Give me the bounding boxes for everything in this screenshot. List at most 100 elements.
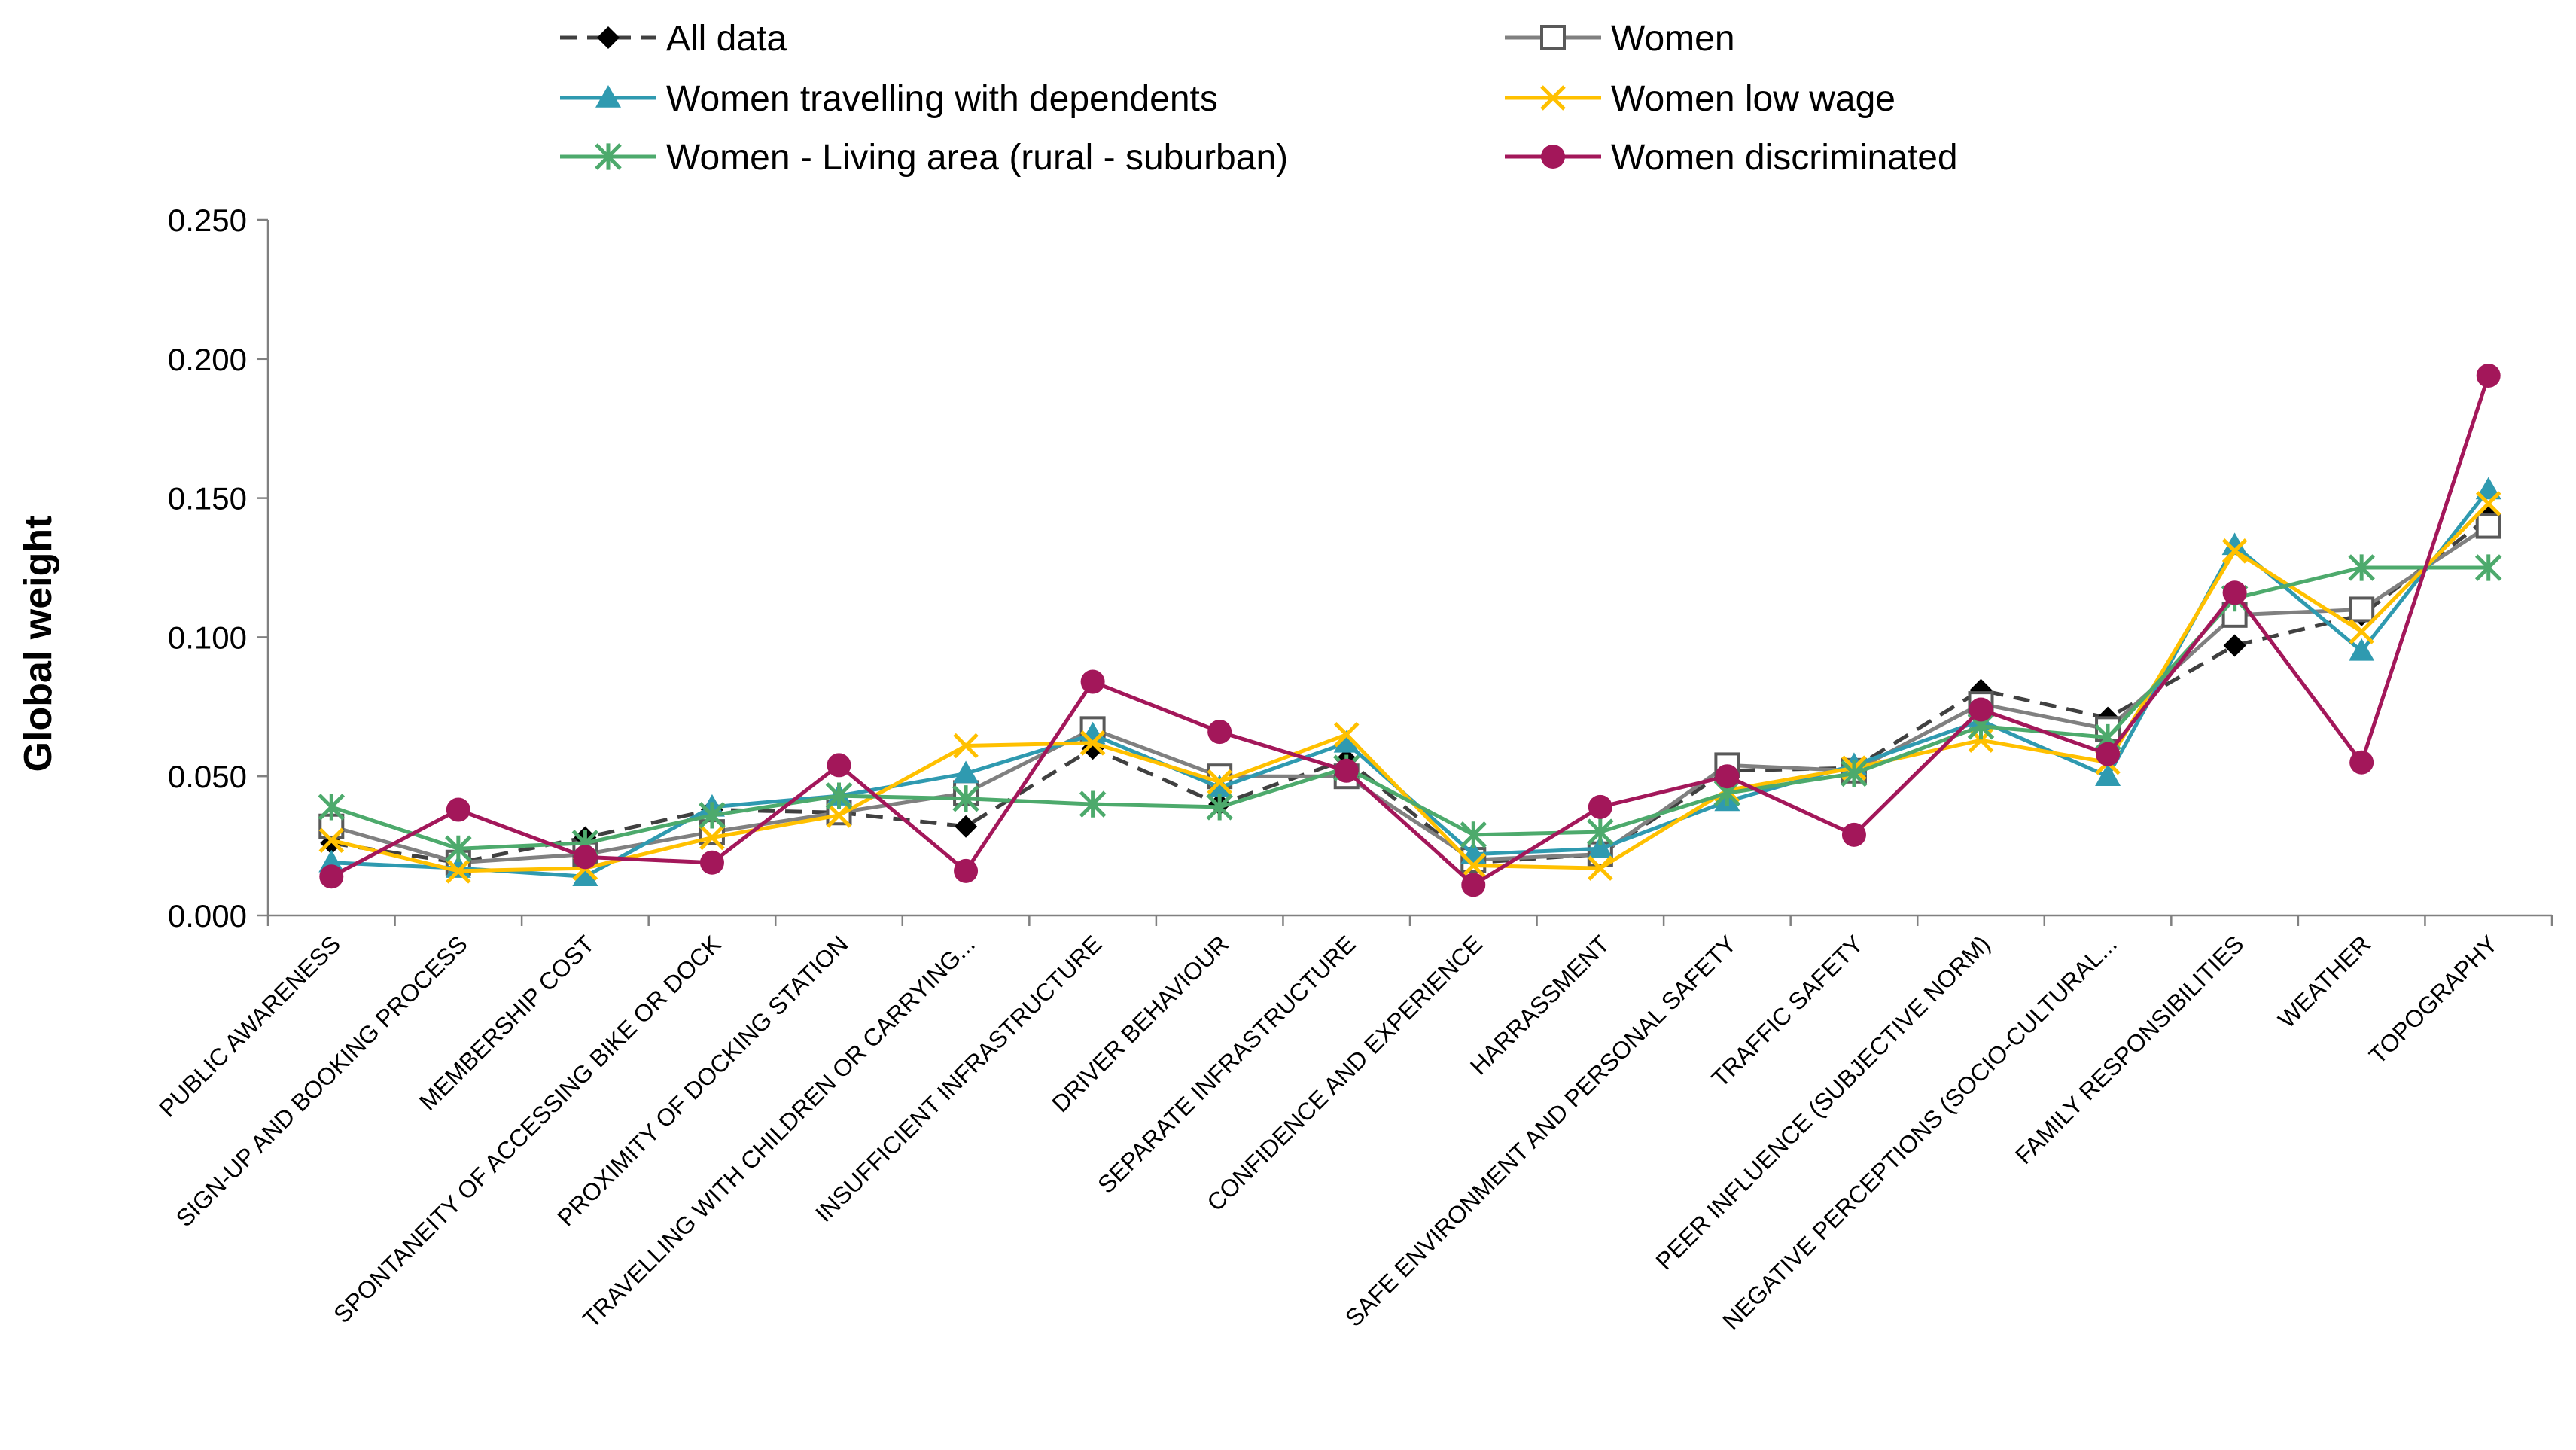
legend-label: Women travelling with dependents <box>666 79 1218 119</box>
data-point <box>826 803 852 828</box>
y-tick-label: 0.200 <box>168 342 247 377</box>
y-tick-label: 0.100 <box>168 620 247 655</box>
data-point <box>2476 363 2501 388</box>
data-point <box>952 785 979 812</box>
data-point <box>1333 730 1360 753</box>
data-point <box>2348 554 2375 581</box>
series-line <box>330 516 2490 865</box>
legend-entry-4: Women low wage <box>1505 79 1895 119</box>
legend-entry-3: Women travelling with dependents <box>560 79 1218 119</box>
data-point <box>699 850 724 875</box>
series-6 <box>319 363 2501 897</box>
data-point <box>699 802 726 829</box>
series-5 <box>318 554 2502 863</box>
data-point <box>1079 790 1107 818</box>
data-point <box>1079 730 1106 756</box>
data-point <box>2349 619 2374 644</box>
data-point <box>572 864 598 887</box>
data-point <box>1334 758 1359 783</box>
data-point <box>1588 855 1613 881</box>
legend-swatch-marker <box>595 143 622 170</box>
data-point <box>1206 794 1233 821</box>
x-category-label: SEPARATE INFRASTRUCTURE <box>1092 930 1361 1199</box>
data-point <box>2474 554 2502 581</box>
y-tick-label: 0.150 <box>168 481 247 516</box>
data-point <box>1461 873 1486 897</box>
data-point <box>1207 720 1232 745</box>
data-point <box>1333 721 1360 748</box>
data-point <box>2475 513 2501 539</box>
data-point <box>1460 852 1487 879</box>
data-point <box>955 815 978 838</box>
legend-entry-6: Women discriminated <box>1505 138 1958 178</box>
legend-entry-1: All data <box>560 19 787 59</box>
legend-swatch-marker <box>1541 145 1565 169</box>
x-category-label: FAMILY RESPONSIBILITIES <box>2010 930 2249 1169</box>
series-4 <box>318 491 2501 884</box>
data-point <box>1841 760 1868 787</box>
data-point <box>1207 769 1232 795</box>
x-category-label: TOPOGRAPHY <box>2364 930 2503 1069</box>
legend-label: Women - Living area (rural - suburban) <box>666 138 1288 178</box>
legend-swatch-marker <box>595 85 621 108</box>
data-point <box>446 858 471 884</box>
legend-label: Women low wage <box>1611 79 1895 119</box>
data-point <box>2095 763 2121 786</box>
data-point <box>1207 774 1233 797</box>
data-point <box>445 835 472 863</box>
legend-label: All data <box>666 19 787 59</box>
legend-swatch-marker <box>1540 25 1566 50</box>
x-category-label: HARRASSMENT <box>1465 930 1615 1080</box>
data-point <box>825 782 853 809</box>
data-point <box>2349 638 2375 661</box>
data-point <box>318 794 346 821</box>
data-point <box>573 845 598 870</box>
legend-entry-5: Women - Living area (rural - suburban) <box>560 138 1288 178</box>
data-point <box>318 827 345 853</box>
data-point <box>1841 822 1866 847</box>
data-point <box>2221 532 2248 556</box>
data-point <box>827 753 851 778</box>
legend-label: Women discriminated <box>1611 138 1958 178</box>
x-category-label: INSUFFICIENT INFRASTRUCTURE <box>810 930 1107 1227</box>
series-line <box>330 524 2490 865</box>
data-point <box>1587 836 1613 859</box>
x-category-label: WEATHER <box>2273 930 2376 1033</box>
series-layer <box>318 363 2502 897</box>
legend-entry-2: Women <box>1505 19 1735 59</box>
legend-label: Women <box>1611 19 1735 59</box>
y-tick-label: 0.050 <box>168 759 247 794</box>
data-point <box>2475 491 2501 516</box>
y-tick-label: 0.250 <box>168 203 247 238</box>
legend-swatch-marker <box>1540 85 1566 111</box>
data-point <box>319 864 344 889</box>
data-point <box>953 733 979 759</box>
legend-swatch-marker <box>597 26 620 49</box>
data-point <box>2475 477 2501 500</box>
data-point <box>699 824 725 851</box>
x-category-label: PROXIMITY OF DOCKING STATION <box>552 930 853 1231</box>
data-point <box>2222 580 2247 605</box>
legend: All data Women Women travelling with depen… <box>560 19 1958 178</box>
series-line <box>330 565 2489 851</box>
data-point <box>2096 742 2121 766</box>
data-point <box>2221 538 2248 564</box>
data-point <box>954 858 979 883</box>
x-category-label: SIGN-UP AND BOOKING PROCESS <box>171 930 473 1232</box>
data-point <box>953 760 979 784</box>
data-point <box>1587 818 1614 845</box>
series-line <box>330 375 2491 887</box>
data-point <box>1080 669 1105 694</box>
data-point <box>2223 634 2246 657</box>
data-point <box>1715 764 1740 789</box>
series-2 <box>318 513 2501 876</box>
data-point <box>2349 750 2374 775</box>
y-tick-label: 0.000 <box>168 898 247 934</box>
data-point <box>1460 821 1487 848</box>
data-point <box>2349 596 2375 623</box>
data-point <box>1588 794 1612 819</box>
y-axis-title: Global weight <box>17 516 60 772</box>
x-category-label: CONFIDENCE AND EXPERIENCE <box>1201 930 1487 1216</box>
data-point <box>446 797 470 822</box>
